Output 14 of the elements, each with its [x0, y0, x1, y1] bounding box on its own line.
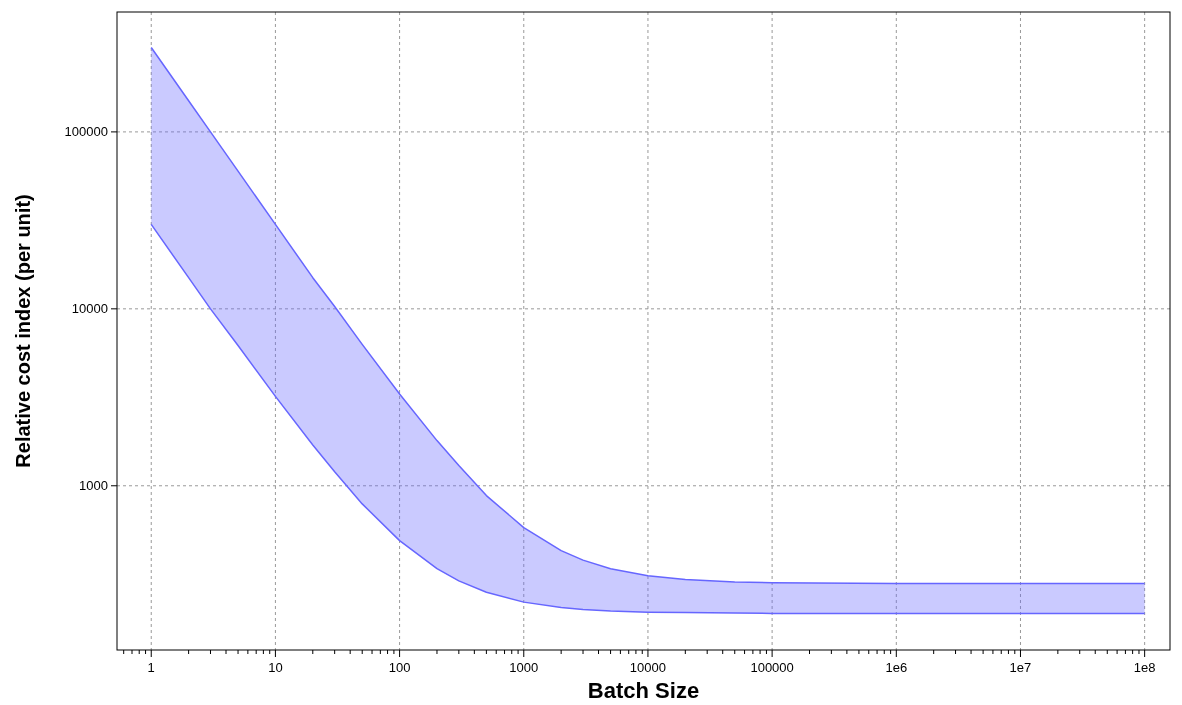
y-tick-label: 100000	[64, 124, 108, 140]
x-tick-label: 1000	[509, 660, 539, 675]
x-axis-title: Batch Size	[587, 678, 700, 703]
x-tick-label: 1e7	[1009, 660, 1032, 675]
x-tick-label: 1e6	[885, 660, 908, 675]
y-tick-label: 1000	[79, 478, 108, 494]
x-tick-label: 10000	[629, 660, 667, 675]
x-tick-label: 100000	[750, 660, 794, 675]
x-tick-label: 100	[388, 660, 411, 675]
x-tick-label: 1e8	[1133, 660, 1156, 675]
y-tick-label: 10000	[71, 301, 108, 317]
x-tick-label: 10	[268, 660, 283, 675]
y-axis-title: Relative cost index (per unit)	[12, 194, 34, 468]
x-tick-label: 1	[147, 660, 155, 675]
